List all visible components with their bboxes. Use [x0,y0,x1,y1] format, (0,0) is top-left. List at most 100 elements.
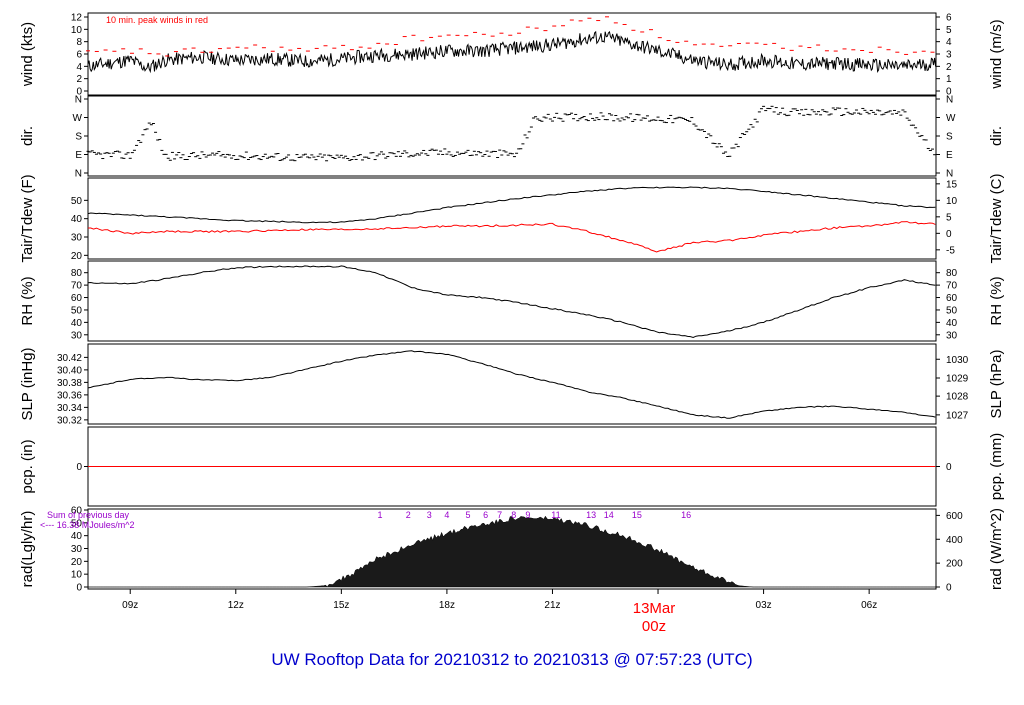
right-tick-label: 10 [946,196,958,207]
radiation-sum-annotation: Sum of previous day [47,510,130,520]
x-axis: 09z 12z 15z 18z 21z 03z 06z [122,589,877,611]
left-tick-label: 0 [76,583,82,594]
ylabel-right-temp: Tair/Tdew (C) [988,173,1005,263]
ylabel-right-rad: rad (W/m^2) [988,508,1005,590]
x-tick-label: 18z [439,600,455,611]
left-tick-label: 30.32 [57,415,82,426]
solar-hour-marker: 9 [525,510,530,520]
right-tick-label: 400 [946,535,963,546]
left-tick-label: 30.38 [57,378,82,389]
left-tick-label: S [75,132,82,143]
right-tick-label: 70 [946,281,958,292]
ylabel-right-pcp: pcp. (mm) [988,433,1005,501]
solar-hour-marker: 8 [511,510,516,520]
right-tick-label: 5 [946,212,952,223]
ylabel-right-rh: RH (%) [988,276,1005,325]
x-tick-label: 09z [122,600,138,611]
right-tick-label: 1 [946,74,952,85]
left-tick-label: 50 [71,196,83,207]
left-tick-label: 6 [76,50,82,61]
right-tick-label: 15 [946,179,958,190]
radiation-area [88,515,936,588]
left-tick-label: 60 [71,506,83,517]
solar-hour-marker: 6 [483,510,488,520]
left-tick-label: 8 [76,37,82,48]
solar-hour-marker: 5 [466,510,471,520]
left-tick-label: 30 [71,330,83,341]
solar-hour-marker: 1 [378,510,383,520]
panel-dir-frame [87,95,937,177]
ylabel-left-temp: Tair/Tdew (F) [19,174,36,262]
left-tick-label: 30.36 [57,390,82,401]
left-tick-label: 80 [71,268,83,279]
right-tick-label: -5 [946,245,955,256]
ylabel-left-pcp: pcp. (in) [19,439,36,493]
right-tick-label: 40 [946,318,958,329]
left-tick-label: 70 [71,281,83,292]
right-tick-label: 0 [946,87,952,98]
right-tick-label: 6 [946,13,952,24]
right-tick-label: N [946,95,953,106]
right-tick-label: N [946,169,953,180]
ylabel-left-rad: rad(Lgly/hr) [19,511,36,588]
left-tick-label: 4 [76,62,82,73]
right-tick-label: 50 [946,305,958,316]
right-tick-label: 5 [946,25,952,36]
ylabel-right-dir: dir. [988,126,1005,146]
x-tick-label: 06z [861,600,877,611]
solar-hour-marker: 13 [586,510,596,520]
left-tick-label: 30.34 [57,403,82,414]
right-tick-label: 30 [946,330,958,341]
chart-title: UW Rooftop Data for 20210312 to 20210313… [271,650,752,669]
right-tick-label: 4 [946,37,952,48]
ylabel-right-slp: SLP (hPa) [988,350,1005,419]
panel-slp-frame [87,343,937,425]
solar-hour-marker: 14 [604,510,614,520]
right-tick-label: 1030 [946,355,969,366]
ylabel-left-slp: SLP (inHg) [19,347,36,420]
right-tick-label: 0 [946,229,952,240]
panel-pcp: 0 0 pcp. (in) pcp. (mm) [19,426,1005,507]
ylabel-left-dir: dir. [19,126,36,146]
left-tick-label: 30 [71,544,83,555]
ylabel-left-rh: RH (%) [19,276,36,325]
right-tick-label: 200 [946,559,963,570]
x-tick-label: 21z [544,600,560,611]
left-tick-label: 50 [71,518,83,529]
solar-hour-marker: 3 [427,510,432,520]
panel-temp: 20 30 40 50 -5 0 5 10 15 Tair/Tdew (F) Tair/Tdew (… [19,173,1005,263]
right-tick-label: 2 [946,62,952,73]
right-tick-label: 0 [946,583,952,594]
left-tick-label: 0 [76,462,82,473]
right-tick-label: 1028 [946,392,969,403]
left-tick-label: 40 [71,531,83,542]
left-tick-label: 20 [71,557,83,568]
left-tick-label: 2 [76,74,82,85]
date-marker-date: 13Mar [633,600,676,617]
left-tick-label: 0 [76,87,82,98]
panel-temp-frame [87,177,937,260]
series-mean [87,30,937,74]
left-tick-label: N [75,169,82,180]
x-tick-label: 12z [228,600,244,611]
right-tick-label: W [946,113,956,124]
panel-wind-frame [87,12,937,96]
right-tick-label: 1029 [946,374,969,385]
right-tick-label: 0 [946,462,952,473]
left-tick-label: 12 [71,13,83,24]
left-tick-label: 40 [71,318,83,329]
series-Tair [87,186,936,224]
right-tick-label: 1027 [946,410,969,421]
left-tick-label: E [75,150,82,161]
ylabel-right-wind: wind (m/s) [988,19,1005,89]
ylabel-left-wind: wind (kts) [19,22,36,87]
left-tick-label: 30.40 [57,365,82,376]
right-tick-label: 60 [946,293,958,304]
x-tick-label: 03z [756,600,772,611]
date-marker-hour: 00z [642,618,666,635]
